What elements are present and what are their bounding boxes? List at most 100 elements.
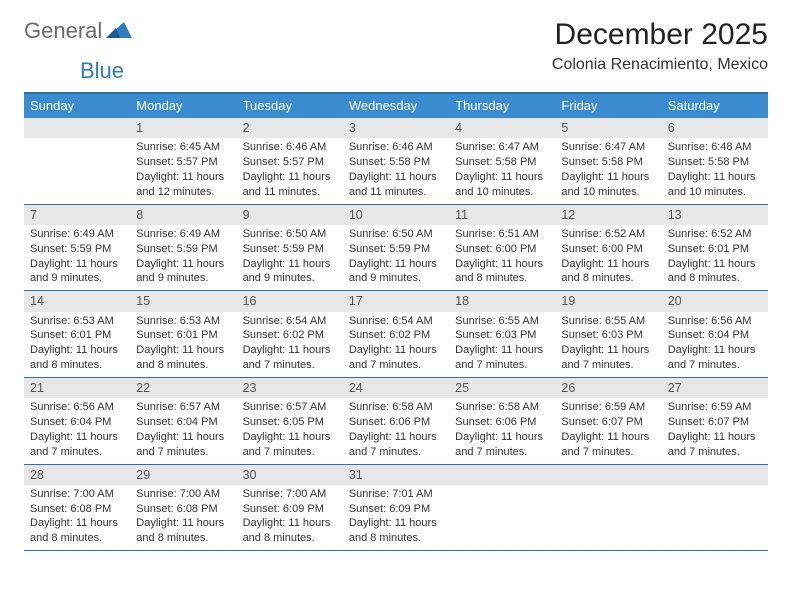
day-cell [555, 465, 661, 551]
day-cell: 12Sunrise: 6:52 AMSunset: 6:00 PMDayligh… [555, 205, 661, 291]
day-cell: 13Sunrise: 6:52 AMSunset: 6:01 PMDayligh… [662, 205, 768, 291]
week-row: 1Sunrise: 6:45 AMSunset: 5:57 PMDaylight… [24, 118, 768, 205]
day-details: Sunrise: 6:56 AMSunset: 6:04 PMDaylight:… [662, 312, 768, 377]
day-cell: 4Sunrise: 6:47 AMSunset: 5:58 PMDaylight… [449, 118, 555, 204]
day-number: 15 [130, 291, 236, 311]
day-cell [449, 465, 555, 551]
day-cell [662, 465, 768, 551]
day-number: 27 [662, 378, 768, 398]
day-cell: 10Sunrise: 6:50 AMSunset: 5:59 PMDayligh… [343, 205, 449, 291]
day-number [24, 118, 130, 138]
weekday-header: Sunday [24, 94, 130, 118]
day-details: Sunrise: 7:00 AMSunset: 6:08 PMDaylight:… [130, 485, 236, 550]
weekday-header: Thursday [449, 94, 555, 118]
day-number: 10 [343, 205, 449, 225]
day-number: 5 [555, 118, 661, 138]
logo-word-2-wrap: Blue [24, 58, 768, 84]
day-cell: 6Sunrise: 6:48 AMSunset: 5:58 PMDaylight… [662, 118, 768, 204]
day-cell: 19Sunrise: 6:55 AMSunset: 6:03 PMDayligh… [555, 291, 661, 377]
day-number: 21 [24, 378, 130, 398]
day-cell: 21Sunrise: 6:56 AMSunset: 6:04 PMDayligh… [24, 378, 130, 464]
day-number: 20 [662, 291, 768, 311]
day-number [555, 465, 661, 485]
day-cell: 28Sunrise: 7:00 AMSunset: 6:08 PMDayligh… [24, 465, 130, 551]
day-details: Sunrise: 6:45 AMSunset: 5:57 PMDaylight:… [130, 138, 236, 203]
day-cell: 27Sunrise: 6:59 AMSunset: 6:07 PMDayligh… [662, 378, 768, 464]
day-cell: 1Sunrise: 6:45 AMSunset: 5:57 PMDaylight… [130, 118, 236, 204]
day-details: Sunrise: 6:50 AMSunset: 5:59 PMDaylight:… [237, 225, 343, 290]
day-cell: 5Sunrise: 6:47 AMSunset: 5:58 PMDaylight… [555, 118, 661, 204]
day-cell: 17Sunrise: 6:54 AMSunset: 6:02 PMDayligh… [343, 291, 449, 377]
week-row: 21Sunrise: 6:56 AMSunset: 6:04 PMDayligh… [24, 378, 768, 465]
day-number: 2 [237, 118, 343, 138]
day-cell: 11Sunrise: 6:51 AMSunset: 6:00 PMDayligh… [449, 205, 555, 291]
day-details: Sunrise: 6:59 AMSunset: 6:07 PMDaylight:… [662, 398, 768, 463]
day-cell: 16Sunrise: 6:54 AMSunset: 6:02 PMDayligh… [237, 291, 343, 377]
weekday-header: Wednesday [343, 94, 449, 118]
day-number: 7 [24, 205, 130, 225]
day-cell: 9Sunrise: 6:50 AMSunset: 5:59 PMDaylight… [237, 205, 343, 291]
calendar-page: General December 2025 Colonia Renacimien… [0, 0, 792, 551]
day-number: 11 [449, 205, 555, 225]
day-cell: 7Sunrise: 6:49 AMSunset: 5:59 PMDaylight… [24, 205, 130, 291]
page-title: December 2025 [552, 18, 768, 52]
day-details: Sunrise: 6:53 AMSunset: 6:01 PMDaylight:… [130, 312, 236, 377]
day-cell: 8Sunrise: 6:49 AMSunset: 5:59 PMDaylight… [130, 205, 236, 291]
day-number: 24 [343, 378, 449, 398]
day-cell: 31Sunrise: 7:01 AMSunset: 6:09 PMDayligh… [343, 465, 449, 551]
day-details: Sunrise: 6:52 AMSunset: 6:00 PMDaylight:… [555, 225, 661, 290]
day-cell: 24Sunrise: 6:58 AMSunset: 6:06 PMDayligh… [343, 378, 449, 464]
day-number: 14 [24, 291, 130, 311]
weeks-container: 1Sunrise: 6:45 AMSunset: 5:57 PMDaylight… [24, 118, 768, 551]
week-row: 14Sunrise: 6:53 AMSunset: 6:01 PMDayligh… [24, 291, 768, 378]
weekday-header: Tuesday [237, 94, 343, 118]
day-details: Sunrise: 6:56 AMSunset: 6:04 PMDaylight:… [24, 398, 130, 463]
day-details: Sunrise: 6:47 AMSunset: 5:58 PMDaylight:… [555, 138, 661, 203]
day-number: 25 [449, 378, 555, 398]
day-cell [24, 118, 130, 204]
day-number [449, 465, 555, 485]
day-number: 17 [343, 291, 449, 311]
day-details: Sunrise: 6:46 AMSunset: 5:57 PMDaylight:… [237, 138, 343, 203]
day-number: 8 [130, 205, 236, 225]
day-details: Sunrise: 6:49 AMSunset: 5:59 PMDaylight:… [24, 225, 130, 290]
day-details: Sunrise: 6:55 AMSunset: 6:03 PMDaylight:… [449, 312, 555, 377]
day-details: Sunrise: 6:58 AMSunset: 6:06 PMDaylight:… [343, 398, 449, 463]
day-cell: 26Sunrise: 6:59 AMSunset: 6:07 PMDayligh… [555, 378, 661, 464]
day-cell: 23Sunrise: 6:57 AMSunset: 6:05 PMDayligh… [237, 378, 343, 464]
day-details: Sunrise: 6:59 AMSunset: 6:07 PMDaylight:… [555, 398, 661, 463]
day-details: Sunrise: 6:48 AMSunset: 5:58 PMDaylight:… [662, 138, 768, 203]
day-details: Sunrise: 6:52 AMSunset: 6:01 PMDaylight:… [662, 225, 768, 290]
day-number: 3 [343, 118, 449, 138]
day-details: Sunrise: 6:54 AMSunset: 6:02 PMDaylight:… [343, 312, 449, 377]
logo-word-1: General [24, 18, 102, 44]
day-details: Sunrise: 6:58 AMSunset: 6:06 PMDaylight:… [449, 398, 555, 463]
day-cell: 2Sunrise: 6:46 AMSunset: 5:57 PMDaylight… [237, 118, 343, 204]
day-details: Sunrise: 7:00 AMSunset: 6:08 PMDaylight:… [24, 485, 130, 550]
calendar: Sunday Monday Tuesday Wednesday Thursday… [24, 92, 768, 551]
day-cell: 15Sunrise: 6:53 AMSunset: 6:01 PMDayligh… [130, 291, 236, 377]
day-number [662, 465, 768, 485]
day-cell: 20Sunrise: 6:56 AMSunset: 6:04 PMDayligh… [662, 291, 768, 377]
day-number: 19 [555, 291, 661, 311]
day-number: 9 [237, 205, 343, 225]
weekday-header: Friday [555, 94, 661, 118]
day-cell: 3Sunrise: 6:46 AMSunset: 5:58 PMDaylight… [343, 118, 449, 204]
day-details: Sunrise: 6:50 AMSunset: 5:59 PMDaylight:… [343, 225, 449, 290]
day-cell: 22Sunrise: 6:57 AMSunset: 6:04 PMDayligh… [130, 378, 236, 464]
week-row: 28Sunrise: 7:00 AMSunset: 6:08 PMDayligh… [24, 465, 768, 552]
day-details: Sunrise: 6:53 AMSunset: 6:01 PMDaylight:… [24, 312, 130, 377]
day-details: Sunrise: 6:49 AMSunset: 5:59 PMDaylight:… [130, 225, 236, 290]
weekday-header: Monday [130, 94, 236, 118]
day-number: 18 [449, 291, 555, 311]
day-number: 16 [237, 291, 343, 311]
day-details: Sunrise: 6:57 AMSunset: 6:04 PMDaylight:… [130, 398, 236, 463]
logo: General [24, 18, 134, 44]
day-cell: 18Sunrise: 6:55 AMSunset: 6:03 PMDayligh… [449, 291, 555, 377]
day-number: 26 [555, 378, 661, 398]
day-cell: 25Sunrise: 6:58 AMSunset: 6:06 PMDayligh… [449, 378, 555, 464]
weekday-header: Saturday [662, 94, 768, 118]
day-details: Sunrise: 6:54 AMSunset: 6:02 PMDaylight:… [237, 312, 343, 377]
weekday-header-row: Sunday Monday Tuesday Wednesday Thursday… [24, 94, 768, 118]
logo-word-2: Blue [80, 58, 124, 83]
